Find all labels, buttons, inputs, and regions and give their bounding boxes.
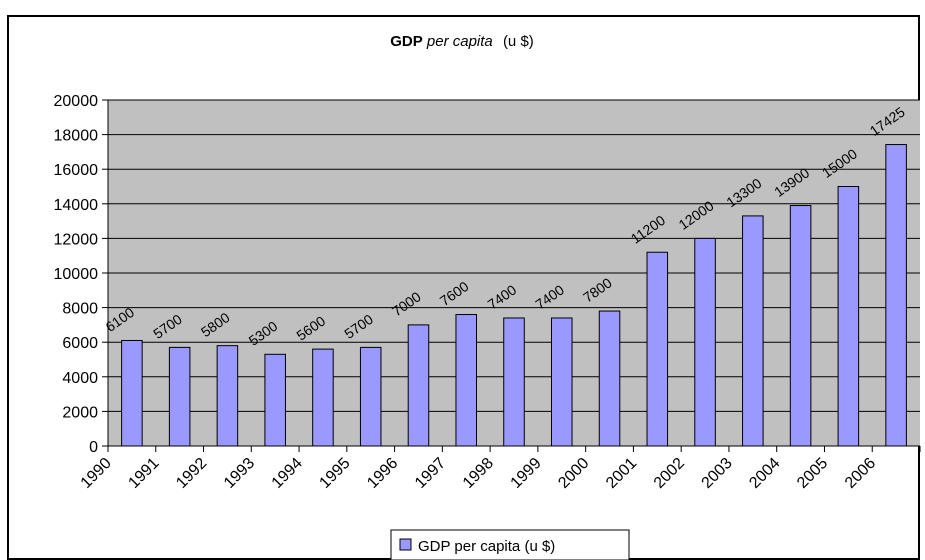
legend: GDP per capita (u $) — [390, 529, 630, 560]
y-tick-label: 10000 — [54, 266, 99, 283]
y-tick-label: 12000 — [54, 231, 99, 248]
x-tick-label: 1992 — [173, 455, 210, 492]
legend-swatch — [399, 538, 412, 551]
y-tick-label: 8000 — [62, 301, 98, 318]
chart-title: GDP per capita (u $) — [390, 33, 534, 50]
bar — [264, 353, 286, 447]
bar — [503, 317, 525, 447]
legend-label: GDP per capita (u $) — [418, 538, 555, 555]
bar — [359, 346, 382, 447]
x-tick-label: 2004 — [746, 455, 783, 492]
x-tick-label: 2006 — [842, 455, 879, 492]
bar — [312, 348, 334, 447]
bar — [216, 345, 239, 447]
bar — [789, 205, 812, 447]
y-tick-label: 4000 — [62, 370, 98, 387]
bar — [407, 324, 430, 447]
legend-box — [390, 529, 630, 560]
y-tick-label: 6000 — [62, 335, 98, 352]
bar — [550, 317, 573, 447]
y-tick-label: 16000 — [54, 162, 99, 179]
x-tick-label: 1990 — [78, 455, 115, 492]
y-tick-label: 0 — [89, 439, 98, 456]
x-tick-label: 1993 — [221, 455, 258, 492]
x-tick-label: 2000 — [555, 455, 592, 492]
y-tick-label: 2000 — [62, 404, 98, 421]
bar — [168, 346, 191, 447]
bar — [837, 186, 860, 447]
x-tick-label: 1997 — [412, 455, 449, 492]
bar — [694, 237, 716, 447]
bar — [646, 251, 669, 447]
plot-area: 0 2000 4000 6000 8000 10000 12000 14000 16000 180… — [54, 93, 921, 492]
y-tick-label: 20000 — [54, 93, 99, 110]
x-tick-label: 1996 — [364, 455, 401, 492]
bar — [455, 314, 478, 447]
bar — [885, 144, 907, 447]
x-tick-label: 2001 — [603, 455, 640, 492]
bar — [742, 215, 764, 447]
y-tick-label: 18000 — [54, 128, 99, 145]
x-tick-label: 1994 — [269, 455, 306, 492]
x-tick-label: 2005 — [794, 455, 831, 492]
x-tick-label: 2003 — [699, 455, 736, 492]
bar — [598, 310, 621, 447]
x-tick-label: 1998 — [460, 455, 497, 492]
bar — [121, 339, 143, 447]
x-tick-label: 1999 — [508, 455, 545, 492]
y-tick-label: 14000 — [54, 197, 99, 214]
x-tick-label: 1991 — [125, 455, 162, 492]
x-tick-label: 2002 — [651, 455, 688, 492]
x-tick-label: 1995 — [316, 455, 353, 492]
